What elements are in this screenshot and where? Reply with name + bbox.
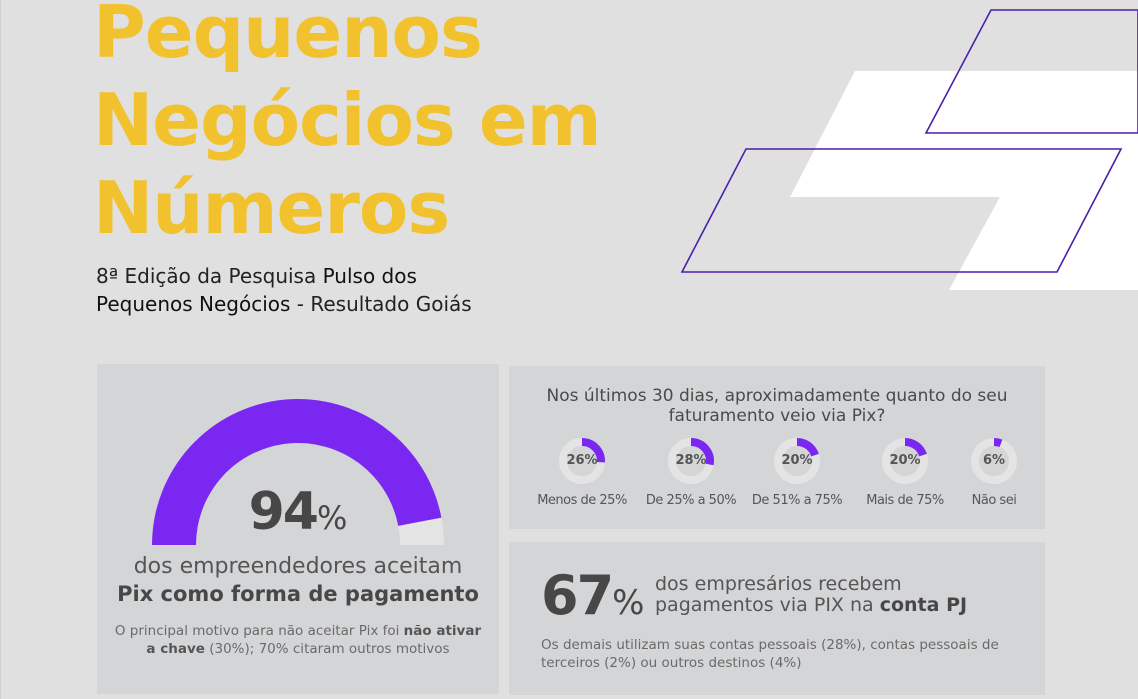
revenue-card: Nos últimos 30 dias, aproximadamente qua… bbox=[509, 366, 1045, 529]
pj-description: dos empresários recebem pagamentos via P… bbox=[655, 574, 967, 616]
donut-chart bbox=[668, 438, 714, 484]
donut-label: De 25% a 50% bbox=[645, 493, 737, 508]
subtitle-prefix: 8ª Edição da Pesquisa bbox=[96, 264, 323, 288]
pj-line-1: dos empresários recebem bbox=[655, 573, 902, 595]
pj-stat: 67% bbox=[541, 564, 644, 627]
donut-item: 20% De 51% a 75% bbox=[742, 436, 852, 508]
acceptance-reason: O principal motivo para não aceitar Pix … bbox=[113, 622, 483, 658]
page-title: Pequenos Negócios em Números bbox=[93, 0, 602, 252]
donut-arc bbox=[904, 438, 927, 457]
donut-chart bbox=[559, 438, 605, 484]
donut-value: 20% bbox=[781, 453, 813, 468]
acceptance-percent-sign: % bbox=[316, 499, 348, 537]
acceptance-card: 94% dos empreendedores aceitam Pix como … bbox=[97, 364, 499, 694]
page-subtitle: 8ª Edição da Pesquisa Pulso dos Pequenos… bbox=[96, 262, 472, 318]
donut-arc bbox=[993, 438, 1003, 448]
pj-line-2-prefix: pagamentos via PIX na bbox=[655, 594, 880, 616]
white-s-shape bbox=[790, 71, 1138, 290]
revenue-donuts: 26% Menos de 25% 28% De 25% a 50% 20% De… bbox=[509, 436, 1045, 516]
donut-label: Mais de 75% bbox=[866, 493, 944, 508]
acceptance-line-2: Pix como forma de pagamento bbox=[117, 582, 479, 606]
donut-value: 28% bbox=[675, 453, 707, 468]
donut-item: 20% Mais de 75% bbox=[850, 436, 960, 508]
acceptance-value: 94 bbox=[248, 482, 319, 542]
acceptance-line-1: dos empreendedores aceitam bbox=[133, 554, 463, 579]
title-line-3: Números bbox=[93, 166, 450, 250]
subtitle-suffix: - Resultado Goiás bbox=[290, 292, 472, 316]
outline-parallelogram-bottom bbox=[680, 148, 1123, 273]
reason-suffix: (30%); 70% citaram outros motivos bbox=[204, 641, 450, 657]
donut-arc bbox=[796, 438, 819, 457]
donut-item: 26% Menos de 25% bbox=[527, 436, 637, 508]
donut-value: 26% bbox=[566, 453, 598, 468]
page-edge bbox=[0, 0, 1, 699]
pj-account-card: 67% dos empresários recebem pagamentos v… bbox=[509, 542, 1045, 695]
decorative-shapes bbox=[680, 9, 1138, 290]
reason-prefix: O principal motivo para não aceitar Pix … bbox=[114, 623, 404, 639]
donut-chart bbox=[774, 438, 820, 484]
title-line-2: Negócios em bbox=[93, 78, 602, 162]
gauge-fill bbox=[152, 399, 442, 545]
donut-value: 6% bbox=[982, 453, 1006, 468]
pj-value: 67 bbox=[541, 564, 614, 627]
acceptance-stat: 94% bbox=[97, 482, 499, 542]
donut-arc bbox=[690, 438, 714, 466]
donut-label: Não sei bbox=[971, 493, 1017, 508]
title-line-1: Pequenos bbox=[93, 0, 483, 74]
donut-item: 6% Não sei bbox=[939, 436, 1049, 508]
revenue-question: Nos últimos 30 dias, aproximadamente qua… bbox=[546, 386, 1008, 426]
donut-label: De 51% a 75% bbox=[751, 493, 843, 508]
donut-arc bbox=[581, 438, 605, 463]
donut-value: 20% bbox=[889, 453, 921, 468]
outline-parallelogram-top bbox=[924, 9, 1138, 134]
donut-item: 28% De 25% a 50% bbox=[636, 436, 746, 508]
pj-others-note: Os demais utilizam suas contas pessoais … bbox=[541, 637, 999, 671]
donut-chart bbox=[882, 438, 928, 484]
donut-label: Menos de 25% bbox=[537, 493, 627, 508]
subtitle-bold-1: Pulso dos bbox=[322, 264, 417, 288]
acceptance-gauge bbox=[152, 399, 444, 545]
reason-bold: não ativar a chave bbox=[146, 623, 482, 657]
pj-line-2-bold: conta PJ bbox=[879, 594, 968, 616]
donut-chart bbox=[971, 438, 1017, 484]
pj-percent-sign: % bbox=[612, 583, 645, 623]
subtitle-bold-2: Pequenos Negócios bbox=[96, 292, 291, 316]
